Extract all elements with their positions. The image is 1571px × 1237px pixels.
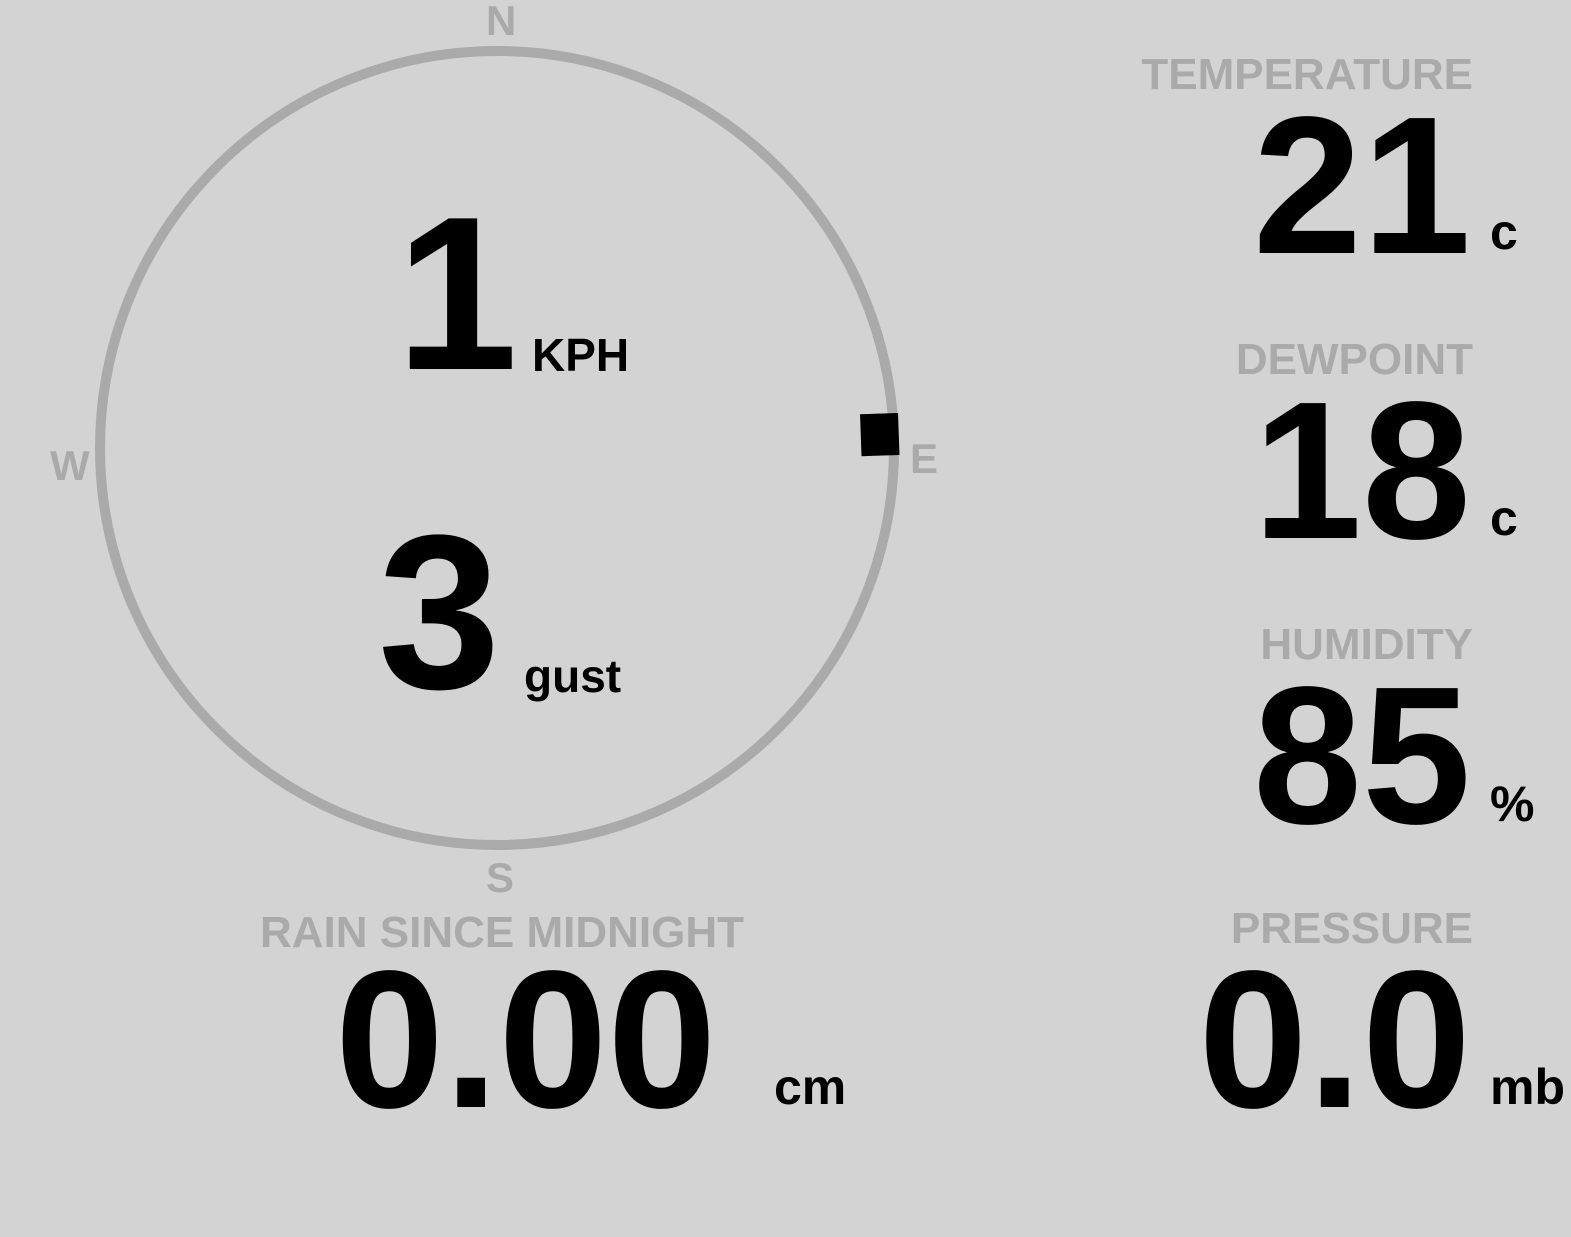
temperature-unit: c <box>1490 204 1518 260</box>
pressure-label: PRESSURE <box>1230 904 1473 953</box>
rain-label: RAIN SINCE MIDNIGHT <box>260 908 744 957</box>
wind-speed-unit: KPH <box>532 329 630 381</box>
humidity-label: HUMIDITY <box>1260 620 1473 669</box>
compass-dial <box>95 46 900 850</box>
compass-west: W <box>50 442 90 489</box>
rain-unit: cm <box>774 1059 847 1115</box>
compass-north: N <box>486 0 517 44</box>
temperature-value: 21 <box>1252 76 1471 295</box>
compass-south: S <box>486 854 515 901</box>
temperature-label: TEMPERATURE <box>1141 50 1473 99</box>
dewpoint-label: DEWPOINT <box>1235 335 1473 384</box>
gust-unit: gust <box>524 650 622 702</box>
pressure-value: 0.0 <box>1198 930 1471 1149</box>
wind-speed-value: 1 <box>396 172 518 416</box>
pressure-unit: mb <box>1490 1059 1565 1115</box>
compass-east: E <box>910 435 939 482</box>
wind-direction-pointer <box>860 412 900 457</box>
rain-value: 0.00 <box>335 930 717 1149</box>
gust-value: 3 <box>378 489 501 735</box>
humidity-unit: % <box>1490 776 1535 832</box>
humidity-value: 85 <box>1252 646 1471 865</box>
dewpoint-value: 18 <box>1252 361 1471 580</box>
dewpoint-unit: c <box>1490 490 1518 546</box>
